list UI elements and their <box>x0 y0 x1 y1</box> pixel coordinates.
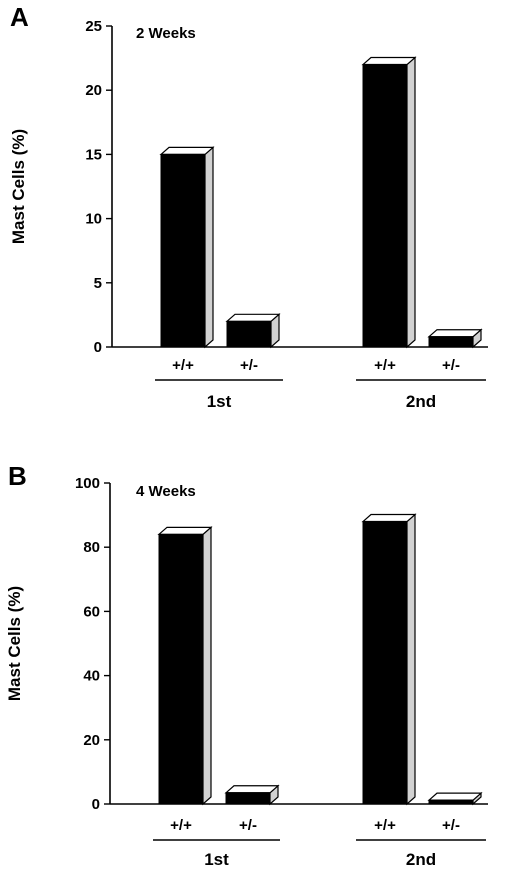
bar-top <box>427 329 483 338</box>
y-tick-label: 25 <box>85 18 102 35</box>
y-tick-label: 10 <box>85 211 102 228</box>
category-label: +/- <box>240 357 258 374</box>
bar-top <box>159 146 215 155</box>
bar-top <box>361 56 417 66</box>
bar-side <box>204 146 214 349</box>
bar-side <box>406 513 416 806</box>
y-axis-label: Mast Cells (%) <box>5 586 24 701</box>
group-label: 1st <box>204 850 229 869</box>
group-label: 1st <box>207 392 232 411</box>
category-label: +/+ <box>172 357 194 374</box>
bar-top <box>157 526 213 535</box>
panel-a: A 2 Weeks Mast Cells (%) 0 5 10 15 20 25 +/+ +/- 1s… <box>9 2 488 411</box>
y-tick-label: 0 <box>92 796 100 813</box>
bar <box>428 799 474 805</box>
bar-top <box>427 792 483 801</box>
bar-side <box>202 526 212 806</box>
category-label: +/+ <box>374 357 396 374</box>
bar <box>362 64 408 348</box>
bar-top <box>225 313 281 322</box>
y-tick-label: 60 <box>83 603 100 620</box>
chart-title: 4 Weeks <box>136 483 196 500</box>
y-tick-label: 15 <box>85 146 102 163</box>
y-tick-label: 100 <box>75 475 100 492</box>
y-tick-label: 5 <box>94 275 102 292</box>
bar <box>225 792 271 805</box>
group-label: 2nd <box>406 850 436 869</box>
category-label: +/- <box>442 817 460 834</box>
bar <box>226 320 272 348</box>
group-label: 2nd <box>406 392 436 411</box>
y-tick-label: 40 <box>83 668 100 685</box>
y-tick-label: 20 <box>85 82 102 99</box>
bar <box>428 336 474 348</box>
y-tick-label: 20 <box>83 732 100 749</box>
y-axis-label: Mast Cells (%) <box>9 129 28 244</box>
panel-b: B 4 Weeks Mast Cells (%) 0 20 40 60 80 100 +/+ +/-… <box>5 461 488 869</box>
panel-label: B <box>8 461 27 491</box>
bar <box>160 153 206 348</box>
bar-top <box>361 513 417 523</box>
bar-side <box>406 56 416 349</box>
category-label: +/+ <box>374 817 396 834</box>
category-label: +/- <box>442 357 460 374</box>
bar <box>362 521 408 805</box>
bar <box>158 533 204 805</box>
y-tick-label: 0 <box>94 339 102 356</box>
category-label: +/- <box>239 817 257 834</box>
y-tick-label: 80 <box>83 539 100 556</box>
category-label: +/+ <box>170 817 192 834</box>
chart-title: 2 Weeks <box>136 25 196 42</box>
panel-label: A <box>10 2 29 32</box>
bar-top <box>224 785 280 794</box>
